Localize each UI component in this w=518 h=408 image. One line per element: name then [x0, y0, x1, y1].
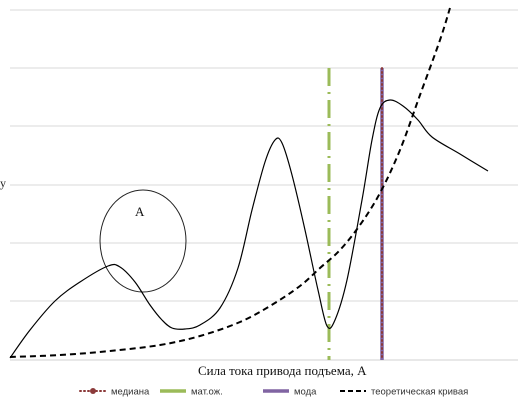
legend-item-3: теоретическая кривая	[340, 387, 468, 398]
legend-label-2: мода	[294, 387, 317, 398]
legend-label-1: мат.ож.	[191, 387, 223, 398]
vertical-lines	[327, 67, 384, 361]
legend-label-0: медиана	[111, 387, 150, 398]
empirical-curve	[9, 99, 489, 359]
legend-item-0: медиана	[79, 387, 150, 398]
theoretical-curve	[9, 7, 451, 358]
y-axis-label: у	[0, 176, 6, 190]
legend-marker-median	[90, 388, 96, 394]
annotation-label: А	[135, 204, 145, 219]
gridlines	[10, 9, 518, 302]
legend-label-3: теоретическая кривая	[371, 387, 468, 398]
annotation-ellipse-a	[99, 189, 187, 293]
x-axis-label: Сила тока привода подъема, А	[198, 363, 367, 378]
legend-item-1: мат.ож.	[160, 387, 223, 398]
legend: медиана мат.ож. мода теоретическая кривая	[79, 387, 468, 398]
legend-item-2: мода	[263, 387, 317, 398]
series-group	[9, 7, 489, 359]
